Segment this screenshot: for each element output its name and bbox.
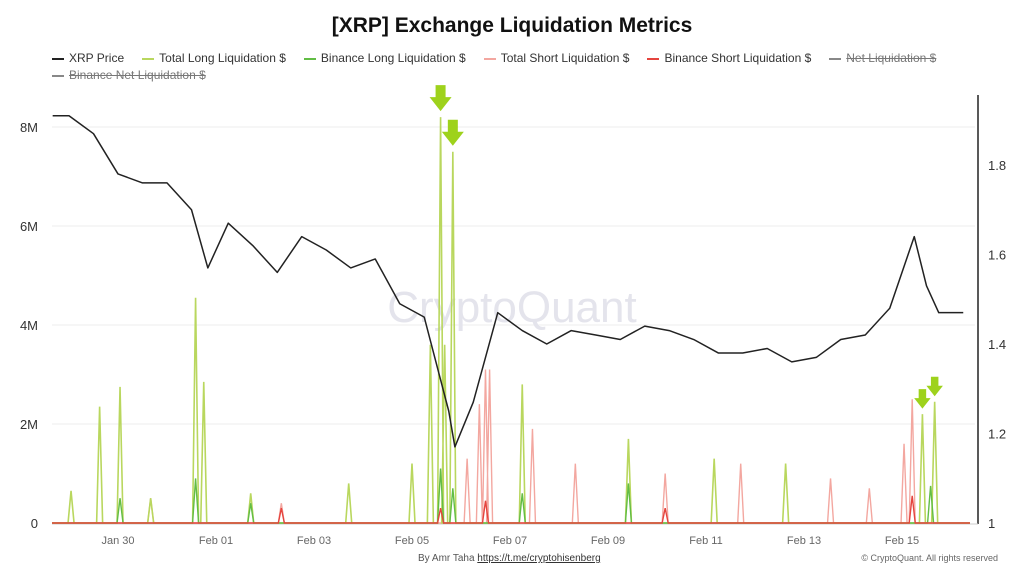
legend-label: Binance Long Liquidation $ [320, 51, 466, 65]
chart-title: [XRP] Exchange Liquidation Metrics [331, 14, 693, 37]
legend-item[interactable]: Binance Long Liquidation $ [303, 50, 466, 67]
annotation-arrow-icon [914, 389, 931, 409]
annotation-arrow-icon [441, 119, 464, 146]
y-left-tick-label: 6M [20, 219, 38, 234]
series-total-short-liquidation [52, 369, 970, 524]
legend-swatch [52, 74, 64, 77]
legend-item[interactable]: Total Long Liquidation $ [142, 50, 286, 67]
author: By Amr Taha [418, 553, 475, 564]
legend-swatch [829, 57, 842, 60]
legend-swatch [142, 57, 155, 60]
y-right-tick-label: 1 [988, 516, 995, 531]
y-right-tick-label: 1.8 [988, 158, 1006, 173]
x-tick-label: Feb 09 [591, 535, 625, 547]
annotation-arrow-icon [926, 376, 943, 397]
legend-label: XRP Price [69, 51, 125, 65]
copyright: © CryptoQuant. All rights reserved [861, 553, 998, 563]
x-tick-label: Feb 03 [297, 535, 331, 547]
legend-label: Binance Short Liquidation $ [664, 51, 812, 65]
x-tick-label: Jan 30 [101, 535, 134, 547]
x-tick-label: Feb 01 [199, 535, 233, 547]
y-right-tick-label: 1.6 [988, 248, 1006, 263]
legend-item[interactable]: Total Short Liquidation $ [483, 50, 630, 67]
author-link[interactable]: https://t.me/cryptohisenberg [477, 553, 601, 564]
y-left-tick-label: 0 [31, 516, 38, 531]
legend-item[interactable]: XRP Price [52, 50, 124, 67]
y-left-tick-label: 8M [20, 120, 38, 135]
legend-item[interactable]: Binance Net Liquidation $ [52, 67, 206, 84]
x-tick-label: Feb 11 [689, 535, 722, 547]
watermark: CryptoQuant [387, 283, 636, 332]
legend-item[interactable]: Net Liquidation $ [829, 50, 936, 67]
legend-label: Binance Net Liquidation $ [69, 68, 206, 82]
series-binance-short-liquidation [52, 495, 970, 524]
y-right-tick-label: 1.2 [988, 427, 1006, 442]
x-tick-label: Feb 05 [395, 535, 429, 547]
series-xrp-price [52, 115, 964, 448]
y-right-tick-label: 1.4 [988, 337, 1006, 352]
legend: XRP Price Total Long Liquidation $ Binance… [52, 50, 992, 84]
legend-label: Total Long Liquidation $ [159, 51, 286, 65]
y-left-tick-label: 2M [20, 417, 38, 432]
x-tick-label: Feb 07 [493, 535, 527, 547]
x-tick-label: Feb 15 [885, 535, 919, 547]
legend-swatch [647, 57, 660, 60]
footer-credit: By Amr Taha https://t.me/cryptohisenberg [418, 553, 601, 564]
y-left-tick-label: 4M [20, 318, 38, 333]
legend-item[interactable]: Binance Short Liquidation $ [647, 50, 811, 67]
annotation-arrow-icon [429, 85, 452, 112]
x-tick-label: Feb 13 [787, 535, 821, 547]
legend-swatch [483, 57, 496, 60]
legend-swatch [303, 57, 316, 60]
legend-label: Net Liquidation $ [846, 51, 937, 65]
legend-swatch [52, 57, 64, 60]
legend-label: Total Short Liquidation $ [500, 51, 630, 65]
